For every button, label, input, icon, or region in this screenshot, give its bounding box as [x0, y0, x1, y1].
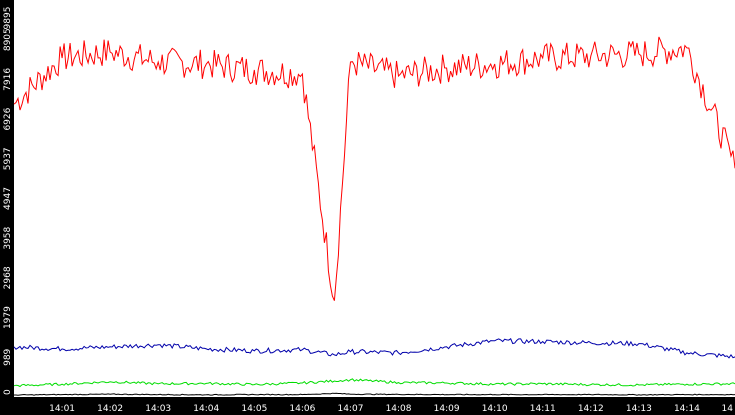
plot-area — [14, 0, 735, 397]
x-tick-label: 14:05 — [241, 404, 267, 414]
y-tick-label: 989 — [3, 348, 13, 365]
series-line-3 — [13, 378, 735, 388]
y-tick-label: 2968 — [3, 266, 13, 289]
x-tick-label: 14:13 — [626, 404, 652, 414]
x-tick-label: 14:06 — [289, 404, 315, 414]
y-tick-label: 8905 — [3, 28, 13, 51]
y-tick-label: 9895 — [3, 7, 13, 30]
y-tick-label: 5937 — [3, 147, 13, 170]
y-tick-label: 3958 — [3, 226, 13, 249]
x-tick-label: 14:12 — [578, 404, 604, 414]
x-tick-label: 14:09 — [434, 404, 460, 414]
y-tick-label: 1979 — [3, 306, 13, 329]
series-line-4 — [14, 392, 735, 396]
series-line-1 — [13, 36, 735, 301]
x-tick-label: 14:10 — [482, 404, 508, 414]
y-tick-label: 0 — [3, 389, 13, 395]
x-tick-label: 14:11 — [530, 404, 556, 414]
x-tick-label: 14:04 — [193, 404, 219, 414]
x-tick-label: 14:03 — [145, 404, 171, 414]
x-tick-label: 14:08 — [386, 404, 412, 414]
series-line-2 — [13, 338, 735, 359]
series-layer — [13, 36, 735, 396]
x-tick-label: 14:07 — [337, 404, 363, 414]
y-tick-label: 7916 — [3, 68, 13, 91]
x-axis-labels: 14:01 14:02 14:03 14:04 14:05 14:06 14:07 14:08… — [49, 404, 733, 414]
x-tick-label: 14:01 — [49, 404, 75, 414]
x-tick-label: 14 — [722, 404, 734, 414]
x-tick-label: 14:14 — [674, 404, 700, 414]
y-tick-label: 4947 — [3, 187, 13, 210]
y-tick-label: 6926 — [3, 107, 13, 130]
x-tick-label: 14:02 — [97, 404, 123, 414]
